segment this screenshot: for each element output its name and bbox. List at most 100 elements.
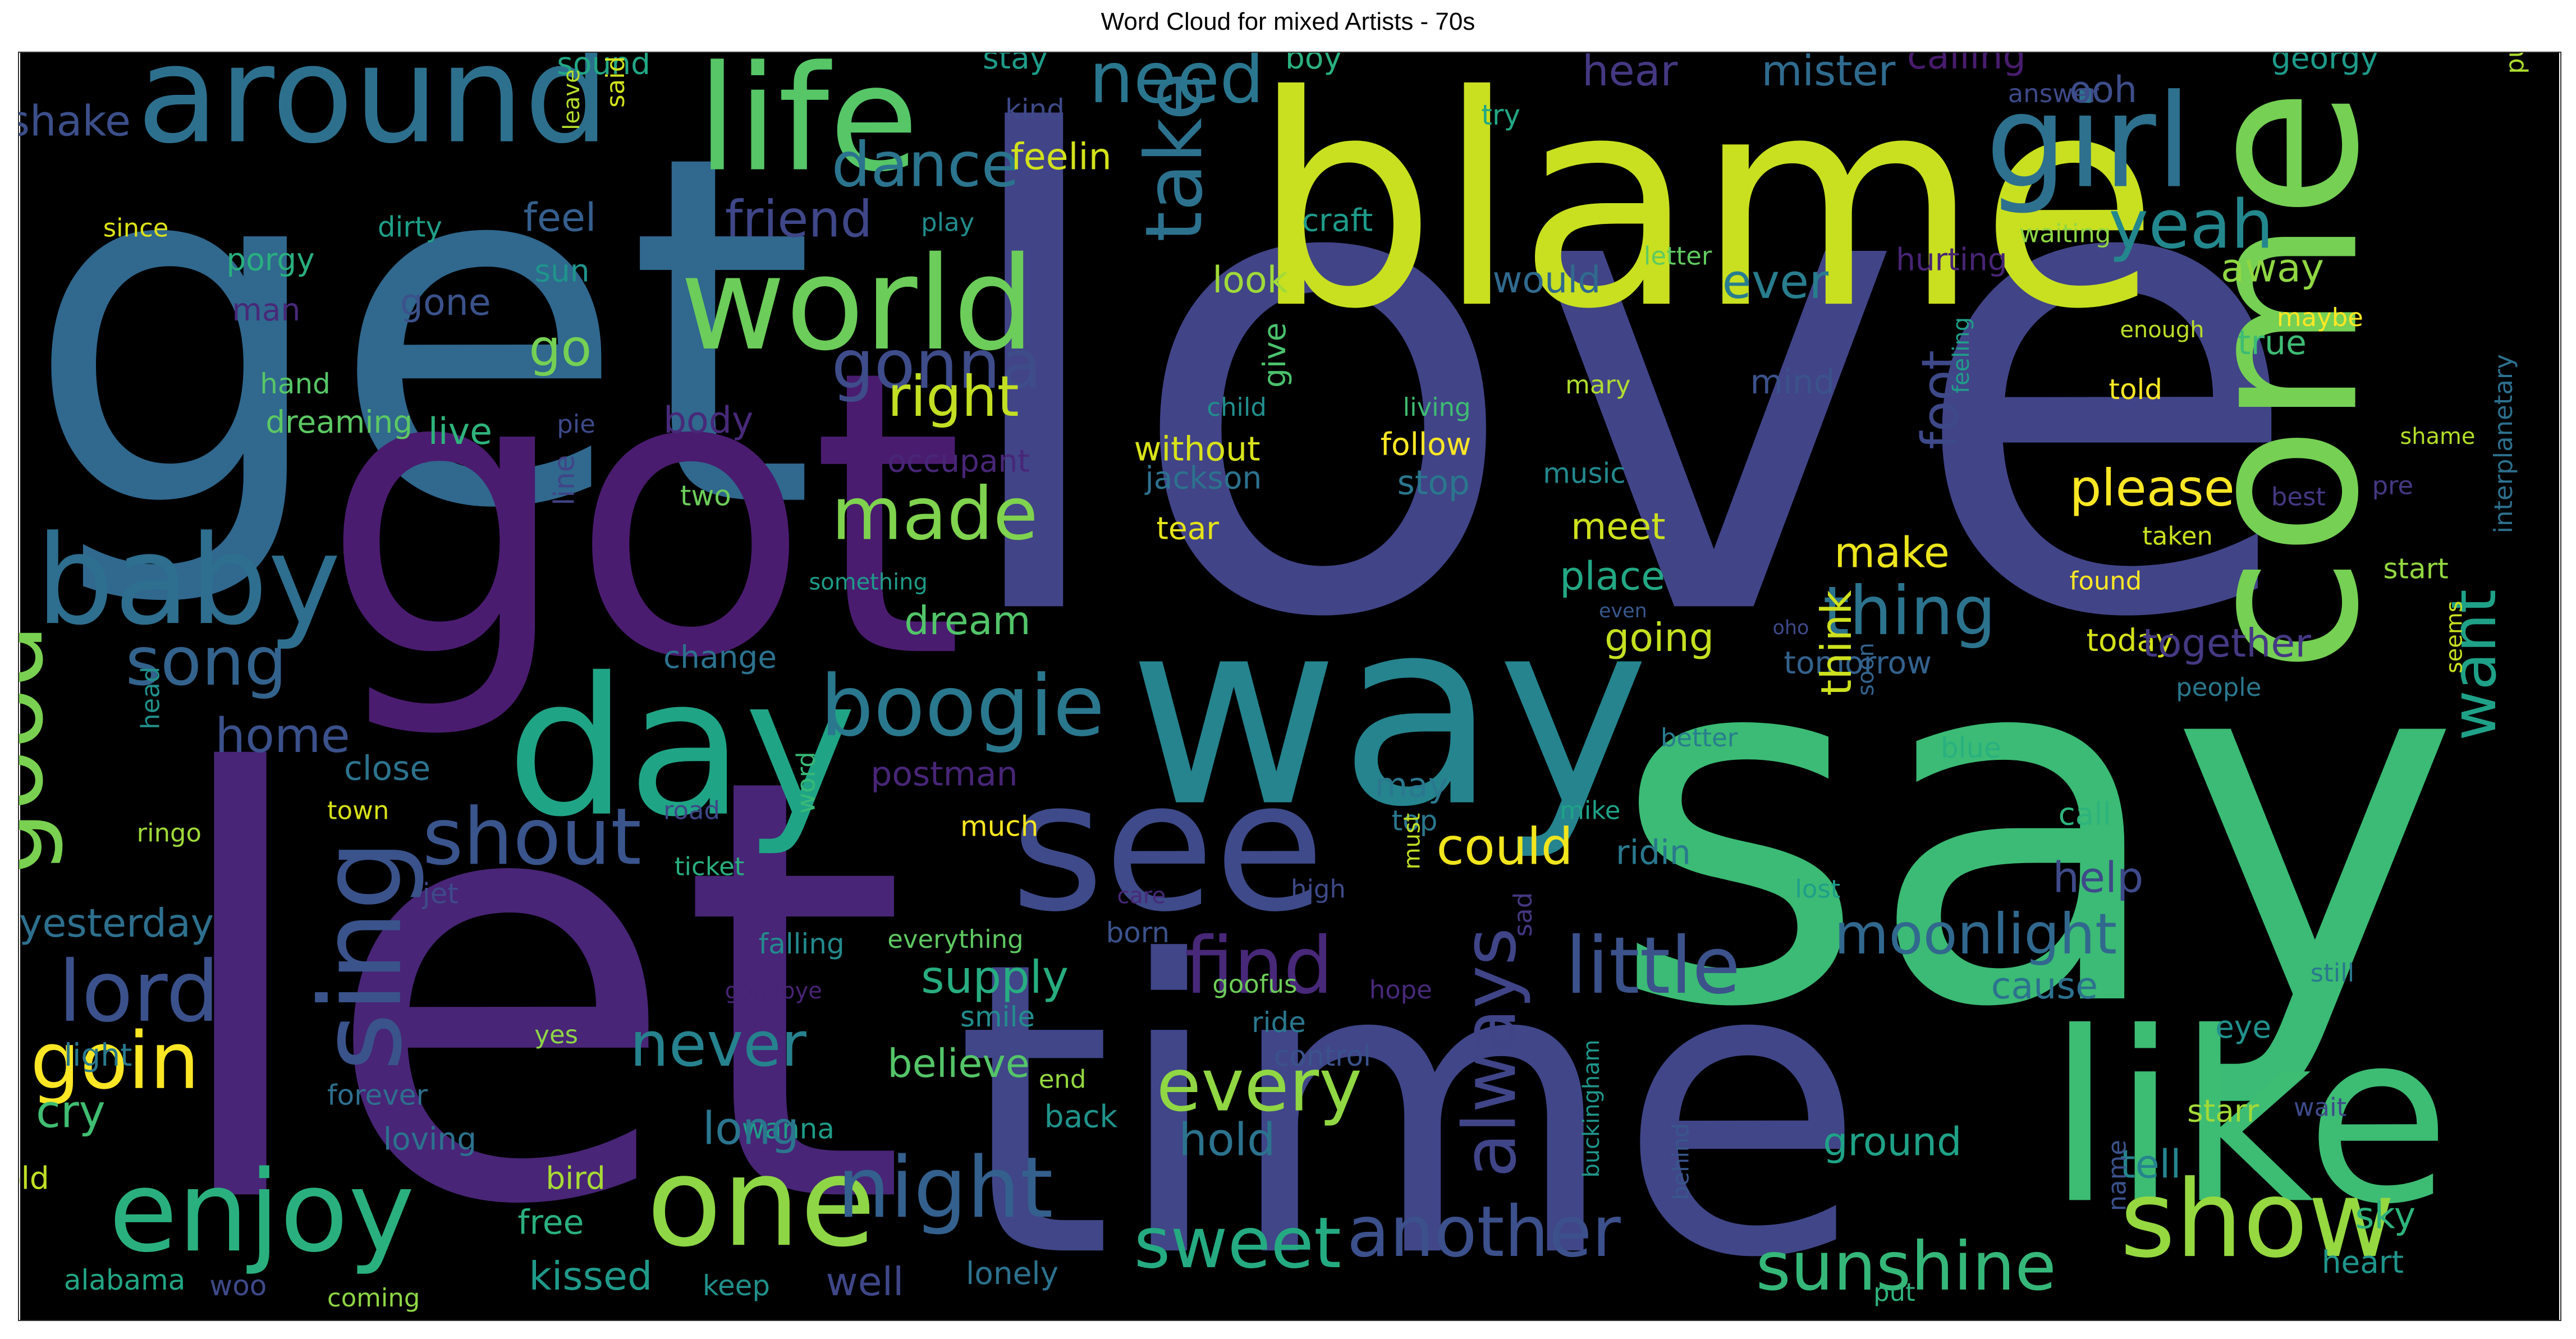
word-man: man [232,292,300,328]
word-pre: pre [2372,471,2414,501]
word-play: play [921,207,974,237]
word-put: put [1873,1277,1915,1307]
word-high: high [1291,874,1346,904]
word-dirty: dirty [378,210,442,243]
word-get: get [25,53,816,614]
word-everything: everything [887,924,1023,954]
word-lost: lost [1795,874,1840,904]
word-since: since [103,213,169,242]
word-time: time [955,876,1866,1320]
word-name: name [2102,1140,2132,1211]
word-foot: foot [1912,350,1970,450]
word-georgy: georgy [2271,53,2378,76]
word-end: end [1039,1065,1087,1094]
chart-title: Word Cloud for mixed Artists - 70s [1101,8,1475,35]
word-go: go [529,319,592,378]
word-back: back [1044,1099,1118,1135]
word-change: change [663,639,777,675]
word-seems: seems [2441,600,2467,673]
word-gonna: gonna [831,326,1042,404]
word-cloud-background [20,53,2559,1320]
word-hold: hold [1179,1114,1275,1166]
word-hear: hear [1582,53,1677,95]
word-follow: follow [1381,427,1472,462]
word-kind: kind [1005,93,1065,126]
word-jet: jet [422,877,459,910]
word-smile: smile [960,1001,1035,1033]
word-care: care [1117,883,1166,909]
word-sweet: sweet [1134,1203,1341,1284]
word-goodbye: goodbye [725,978,822,1004]
word-starr: starr [2187,1093,2259,1129]
word-never: never [630,1008,807,1080]
word-porgy: porgy [226,241,314,277]
word-start: start [2384,552,2449,585]
word-made: made [831,471,1038,556]
word-another: another [1347,1191,1621,1273]
word-say: say [1610,542,2461,1115]
word-way: way [1129,564,1650,864]
word-shake: shake [19,97,131,146]
word-feeling: feeling [1949,317,1974,393]
word-supply: supply [921,951,1069,1003]
word-road: road [663,796,720,826]
word-think: think [1812,590,1861,696]
word-world: world [680,230,1035,379]
word-away: away [2221,245,2324,291]
word-said: said [601,56,630,108]
word-wait: wait [2294,1093,2346,1122]
word-stay: stay [983,53,1048,76]
word-keep: keep [703,1269,770,1302]
word-night: night [837,1139,1053,1237]
word-ringo: ringo [137,818,201,848]
word-shame: shame [2400,424,2475,450]
word-want: want [2438,589,2510,741]
word-mike: mike [1560,796,1620,826]
word-dreaming: dreaming [265,404,412,440]
word-much: much [960,810,1038,843]
word-thing: thing [1823,572,1996,650]
word-sunshine: sunshine [1756,1228,2056,1306]
word-old: old [19,1160,49,1196]
word-gone: gone [400,282,491,324]
word-kissed: kissed [529,1254,652,1299]
word-oho: oho [1772,617,1809,639]
word-head: head [136,667,166,730]
word-day: day [506,638,856,859]
word-sound: sound [557,53,650,81]
word-home: home [215,708,350,764]
word-loving: loving [383,1121,476,1157]
word-leave: leave [559,69,585,130]
word-right: right [887,364,1019,429]
word-blame: blame [1252,53,2159,373]
word-call: call [2059,796,2111,832]
word-may: may [1375,766,1448,805]
word-good: good [19,623,66,875]
word-boy: boy [1285,53,1342,76]
word-something: something [809,569,928,595]
word-feel: feel [523,195,596,240]
word-better: better [1661,723,1738,753]
word-let: let [159,653,908,1320]
word-well: well [826,1259,904,1305]
word-ride: ride [1252,1006,1306,1039]
word-sad: sad [1508,892,1538,937]
word-music: music [1543,457,1626,490]
word-lonely: lonely [966,1255,1058,1291]
word-together: together [2142,621,2311,666]
word-help: help [2053,853,2144,902]
word-live: live [428,411,492,453]
word-forever: forever [327,1079,428,1112]
word-behind: behind [1669,1123,1694,1200]
word-control: control [1274,1040,1371,1072]
word-occupant: occupant [887,443,1030,479]
word-calling: calling [1907,53,2026,77]
word-word: word [791,751,821,813]
word-see: see [1011,742,1324,951]
word-try: try [1481,99,1520,131]
word-tear: tear [1156,510,1219,546]
word-yesterday: yesterday [19,901,214,946]
word-heart: heart [2322,1244,2404,1280]
word-feelin: feelin [1011,136,1112,178]
word-find: find [1184,920,1333,1011]
